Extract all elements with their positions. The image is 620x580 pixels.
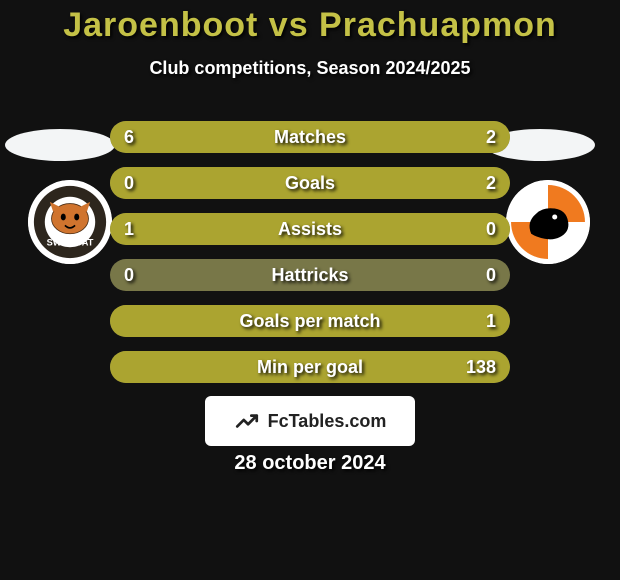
stat-fill-right [410, 121, 510, 153]
stat-value-right: 0 [486, 259, 496, 291]
stat-row: Goals02 [110, 167, 510, 199]
stat-row: Goals per match1 [110, 305, 510, 337]
chiangrai-crest-icon [506, 180, 590, 264]
stat-row: Assists10 [110, 213, 510, 245]
player-right-crest [506, 180, 590, 264]
stat-row: Matches62 [110, 121, 510, 153]
player-left-crest: SWAT CAT [28, 180, 112, 264]
stat-bars: Matches62 Goals02 Assists10 Hattricks0 0 Goal… [110, 121, 510, 397]
stat-row: Min per goal138 [110, 351, 510, 383]
stat-label: Hattricks [110, 259, 510, 291]
swat-cat-crest-icon: SWAT CAT [28, 180, 112, 264]
stat-value-left: 0 [124, 259, 134, 291]
page-subtitle: Club competitions, Season 2024/2025 [0, 58, 620, 79]
player-left-ellipse [5, 129, 115, 161]
chart-icon [234, 408, 260, 434]
footer-date: 28 october 2024 [0, 452, 620, 475]
stat-fill-left [110, 213, 510, 245]
stat-row: Hattricks0 0 [110, 259, 510, 291]
stat-fill-right [110, 305, 510, 337]
stat-fill-left [110, 121, 410, 153]
page-title: Jaroenboot vs Prachuapmon [0, 6, 620, 45]
stat-fill-right [110, 351, 510, 383]
footer-badge-text: FcTables.com [268, 411, 387, 432]
comparison-canvas: Jaroenboot vs Prachuapmon Club competiti… [0, 0, 620, 580]
footer-badge: FcTables.com [205, 396, 415, 446]
svg-text:SWAT CAT: SWAT CAT [47, 238, 94, 248]
stat-fill-right [110, 167, 510, 199]
